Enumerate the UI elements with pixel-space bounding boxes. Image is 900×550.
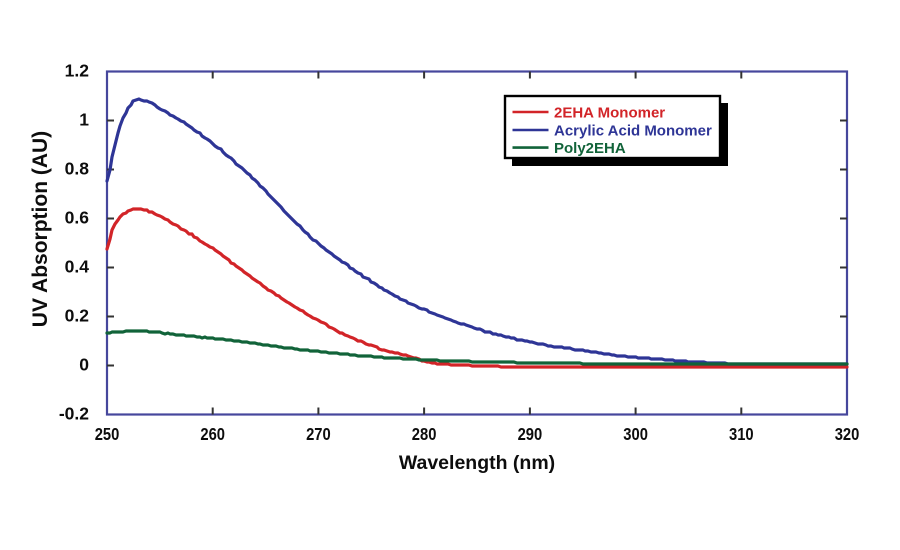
svg-text:0.8: 0.8	[65, 159, 90, 179]
svg-text:0.4: 0.4	[65, 257, 90, 277]
svg-text:1.2: 1.2	[65, 61, 90, 81]
svg-text:2EHA Monomer: 2EHA Monomer	[554, 105, 665, 122]
svg-text:260: 260	[200, 425, 225, 445]
svg-text:250: 250	[95, 425, 120, 445]
svg-text:0.2: 0.2	[65, 306, 90, 326]
svg-text:270: 270	[306, 425, 331, 445]
svg-text:320: 320	[835, 425, 860, 445]
svg-text:0: 0	[79, 355, 89, 375]
svg-text:310: 310	[729, 425, 754, 445]
svg-text:Wavelength (nm): Wavelength (nm)	[399, 452, 555, 474]
svg-text:UV Absorption (AU): UV Absorption (AU)	[29, 131, 52, 327]
svg-text:290: 290	[518, 425, 543, 445]
svg-text:300: 300	[623, 425, 648, 445]
svg-text:Acrylic Acid Monomer: Acrylic Acid Monomer	[554, 123, 712, 140]
svg-text:Poly2EHA: Poly2EHA	[554, 140, 626, 157]
svg-text:-0.2: -0.2	[59, 404, 89, 424]
svg-text:0.6: 0.6	[65, 208, 90, 228]
svg-text:1: 1	[79, 110, 89, 130]
svg-text:280: 280	[412, 425, 437, 445]
